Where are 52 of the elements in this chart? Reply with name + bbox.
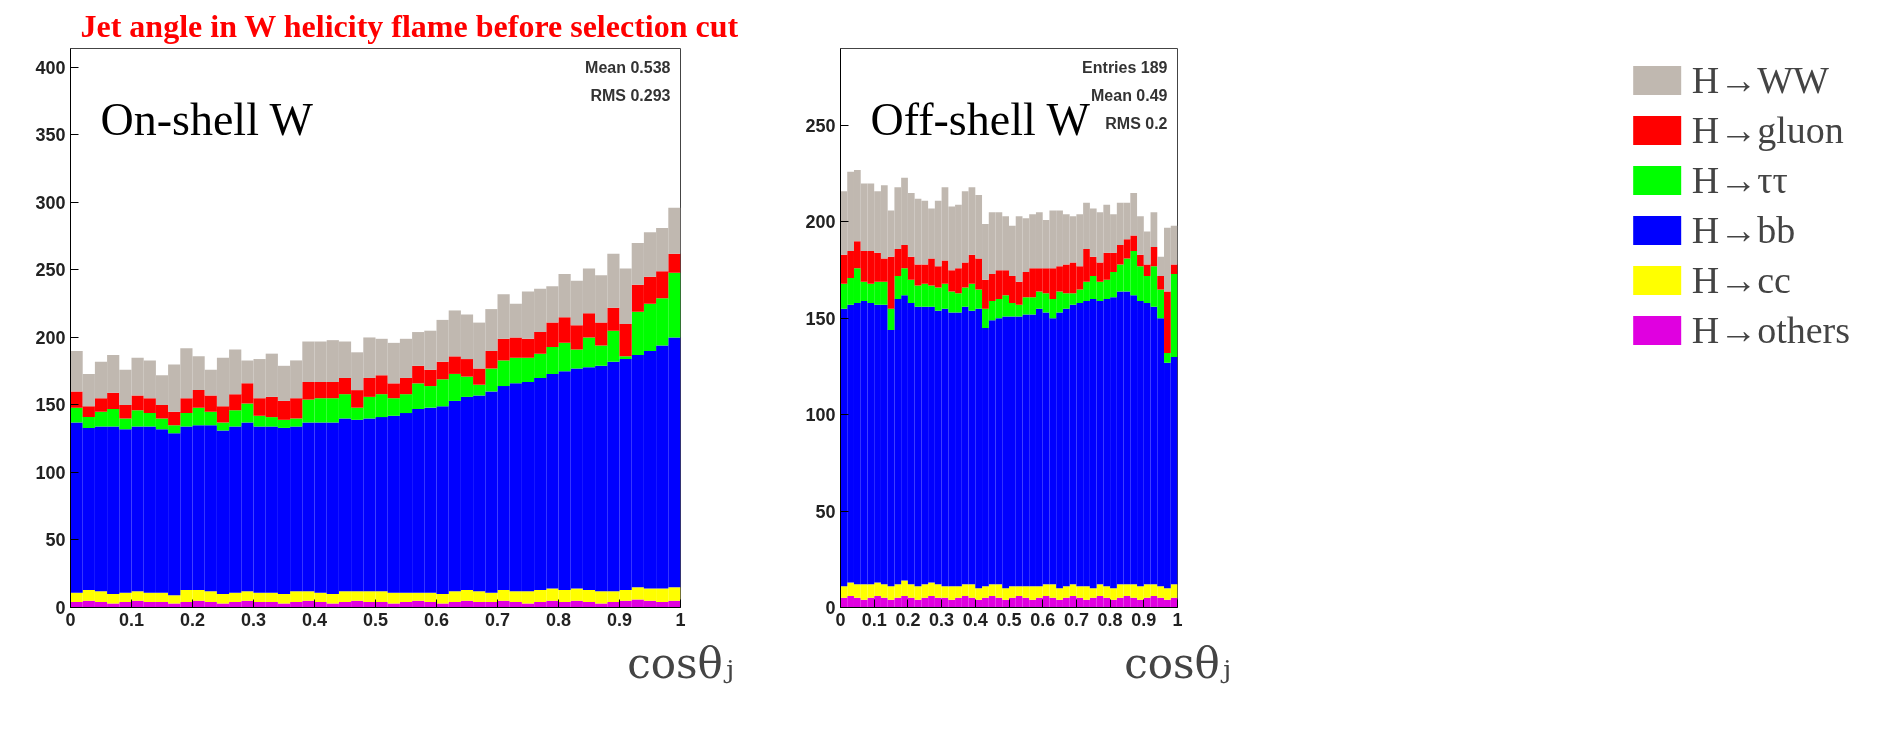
annotation: Off-shell W (870, 93, 1091, 145)
y-tick-label: 200 (35, 327, 66, 348)
x-tick-label: 0.4 (962, 609, 988, 630)
legend-label: H→bb (1691, 208, 1796, 252)
x-tick-label: 0.7 (484, 609, 511, 630)
x-tick-label: 0.7 (1063, 609, 1089, 630)
legend-label: H→others (1691, 308, 1850, 352)
y-tick-label: 300 (35, 192, 66, 213)
x-tick-label: 0.2 (895, 609, 921, 630)
x-tick-label: 0.5 (996, 609, 1022, 630)
y-tick-label: 50 (815, 501, 836, 522)
y-tick-label: 100 (35, 462, 66, 483)
bar (1164, 291, 1171, 354)
x-tick-label: 0.2 (179, 609, 206, 630)
x-tick-label: 0.5 (362, 609, 389, 630)
x-tick-label: 0.1 (118, 609, 145, 630)
legend-label: H→ττ (1691, 158, 1788, 202)
y-tick-label: 350 (35, 125, 66, 146)
legend-label: H→WW (1691, 58, 1829, 102)
x-axis-title: cosθⱼ (1124, 638, 1231, 688)
legend-label: H→cc (1691, 258, 1791, 302)
x-tick-label: 0.3 (240, 609, 267, 630)
x-tick-label: 0.4 (301, 609, 328, 630)
x-tick-label: 0.8 (545, 609, 572, 630)
x-tick-label: 1 (675, 609, 686, 630)
x-tick-label: 0.6 (1030, 609, 1056, 630)
y-tick-label: 150 (35, 395, 66, 416)
y-tick-label: 250 (805, 116, 836, 137)
annotation: Mean 0.49 (1091, 86, 1168, 104)
x-tick-label: 1 (1172, 609, 1183, 630)
annotation: Entries 189 (1082, 58, 1168, 76)
x-tick-label: 0.9 (606, 609, 633, 630)
y-tick-label: 150 (805, 308, 836, 329)
y-tick-label: 100 (805, 405, 836, 426)
annotation: On-shell W (100, 93, 314, 145)
bar (1157, 275, 1165, 290)
legend-label: H→gluon (1691, 108, 1844, 152)
y-tick-label: 400 (35, 57, 66, 78)
annotation: Mean 0.538 (585, 58, 671, 76)
x-tick-label: 0.8 (1097, 609, 1123, 630)
x-tick-label: 0.6 (423, 609, 450, 630)
chart-title: Jet angle in W helicity flame before selection cut (80, 7, 739, 44)
y-tick-label: 250 (35, 260, 66, 281)
x-tick-label: 0.9 (1131, 609, 1157, 630)
x-tick-label: 0.1 (861, 609, 887, 630)
x-axis-title: cosθⱼ (627, 638, 734, 688)
y-tick-label: 200 (805, 212, 836, 233)
x-tick-label: 0.3 (929, 609, 955, 630)
y-tick-label: 50 (45, 530, 66, 551)
annotation: RMS 0.2 (1105, 114, 1168, 132)
bar (1170, 264, 1178, 275)
annotation: RMS 0.293 (590, 86, 671, 104)
